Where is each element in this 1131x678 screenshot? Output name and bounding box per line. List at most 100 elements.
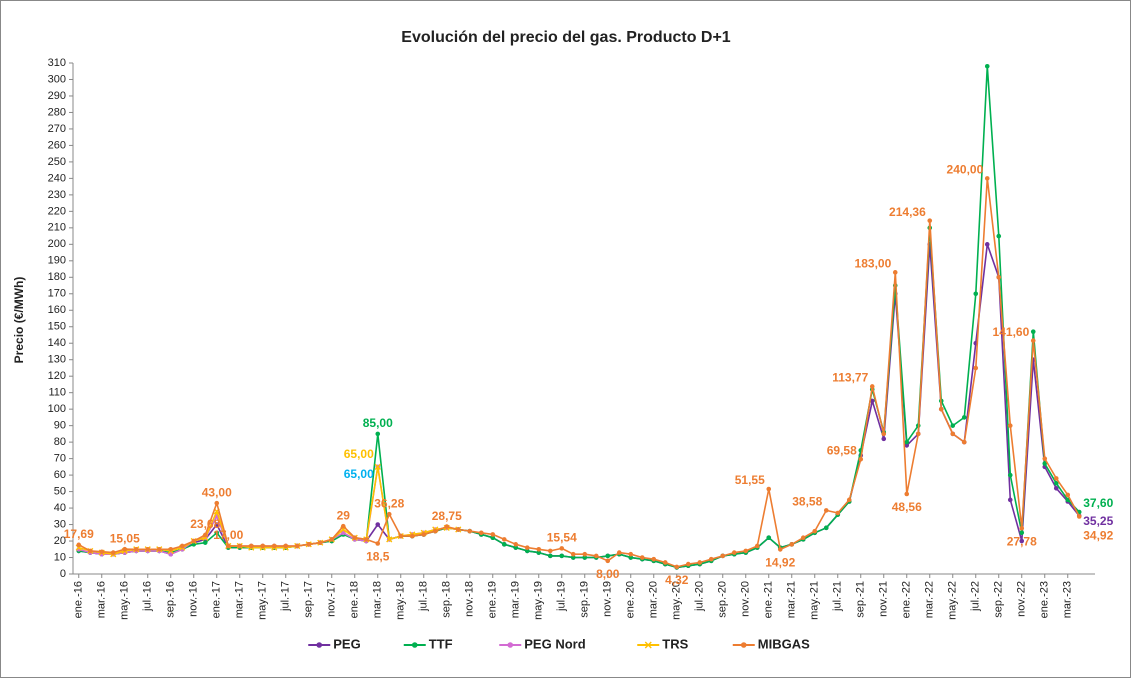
y-tick-label: 210	[48, 222, 66, 234]
point-marker	[467, 528, 473, 534]
x-tick-label: ene.-19	[487, 581, 499, 618]
x-tick-label: ene.-18	[349, 581, 361, 618]
point-marker	[754, 543, 760, 549]
point-marker	[835, 510, 841, 516]
point-marker	[179, 543, 185, 549]
point-marker	[432, 528, 438, 534]
y-tick-label: 100	[48, 403, 66, 415]
point-marker	[225, 543, 231, 549]
x-tick-label: ene.-17	[211, 581, 223, 618]
point-marker	[501, 537, 507, 542]
point-marker	[363, 537, 369, 542]
value-label: 28,75	[432, 509, 462, 523]
x-tick-label: mar.-23	[1062, 581, 1074, 618]
point-marker	[214, 522, 220, 527]
y-tick-label: 0	[60, 568, 66, 580]
y-tick-label: 60	[54, 469, 66, 481]
point-marker	[145, 546, 151, 552]
point-marker	[306, 542, 312, 547]
legend-label: PEG Nord	[524, 636, 585, 651]
value-label: 43,00	[202, 485, 232, 499]
series	[76, 176, 1082, 570]
x-tick-label: may.-22	[947, 581, 959, 620]
point-marker	[536, 546, 542, 552]
point-marker	[984, 242, 990, 247]
point-marker	[570, 555, 576, 560]
x-tick-label: mar.-18	[372, 581, 384, 618]
point-marker	[570, 551, 576, 557]
x-tick-label: jul.-22	[970, 581, 982, 612]
legend-marker	[644, 641, 652, 649]
value-label: 14,92	[765, 556, 795, 570]
point-marker	[984, 63, 990, 69]
value-label: 36,28	[374, 496, 404, 510]
x-tick-label: nov.-17	[326, 581, 338, 617]
x-tick-label: jul.-18	[418, 581, 430, 612]
x-tick-label: nov.-16	[188, 581, 200, 617]
point-marker	[708, 556, 714, 562]
point-marker	[858, 457, 864, 462]
point-marker	[374, 463, 381, 470]
x-tick-label: ene.-22	[901, 581, 913, 618]
value-label: 17,69	[64, 527, 94, 541]
y-tick-label: 40	[54, 502, 66, 514]
y-tick-label: 80	[54, 436, 66, 448]
y-tick-label: 310	[48, 57, 66, 69]
point-marker	[386, 536, 393, 543]
legend-marker	[740, 642, 747, 648]
point-marker	[1053, 481, 1059, 486]
y-tick-label: 20	[54, 535, 66, 547]
point-marker	[536, 550, 542, 555]
point-marker	[547, 553, 553, 559]
point-marker	[628, 555, 634, 560]
point-marker	[1042, 461, 1048, 466]
point-marker	[1065, 492, 1071, 498]
value-label: 113,77	[832, 371, 868, 385]
point-marker	[490, 535, 496, 541]
point-marker	[260, 543, 266, 549]
point-marker	[731, 550, 737, 555]
point-marker	[973, 291, 979, 297]
point-marker	[87, 548, 93, 554]
point-marker	[950, 431, 956, 437]
x-tick-label: sep.-16	[165, 581, 177, 618]
point-marker	[651, 556, 657, 562]
point-marker	[892, 270, 898, 275]
point-marker	[386, 511, 392, 517]
y-tick-label: 150	[48, 321, 66, 333]
point-marker	[1007, 497, 1013, 503]
x-tick-label: jul.-16	[142, 581, 154, 612]
y-tick-label: 140	[48, 337, 66, 349]
point-marker	[168, 551, 174, 557]
value-label: 37,60	[1083, 496, 1113, 510]
value-label: 240,00	[947, 163, 984, 177]
y-tick-label: 260	[48, 139, 66, 151]
point-marker	[996, 233, 1002, 239]
y-tick-label: 250	[48, 156, 66, 168]
point-marker	[340, 523, 346, 529]
point-marker	[513, 542, 519, 547]
value-label: 65,00	[344, 467, 374, 481]
value-label: 29	[337, 508, 351, 522]
point-marker	[605, 558, 611, 564]
y-tick-label: 290	[48, 90, 66, 102]
point-marker	[639, 555, 645, 560]
y-tick-label: 120	[48, 370, 66, 382]
point-marker	[915, 431, 921, 437]
point-marker	[283, 543, 289, 549]
legend-marker	[316, 642, 323, 648]
point-marker	[329, 537, 335, 542]
point-marker	[76, 542, 82, 548]
point-marker	[1030, 338, 1036, 343]
point-marker	[720, 553, 726, 559]
point-marker	[904, 439, 910, 445]
x-tick-label: nov.-21	[878, 581, 890, 617]
value-label: 85,00	[363, 416, 393, 430]
point-marker	[950, 423, 956, 428]
x-tick-label: sep.-22	[993, 581, 1005, 618]
point-marker	[996, 274, 1002, 280]
point-marker	[99, 549, 105, 555]
point-marker	[191, 538, 197, 544]
point-marker	[271, 543, 277, 549]
value-label: 18,5	[366, 550, 390, 564]
